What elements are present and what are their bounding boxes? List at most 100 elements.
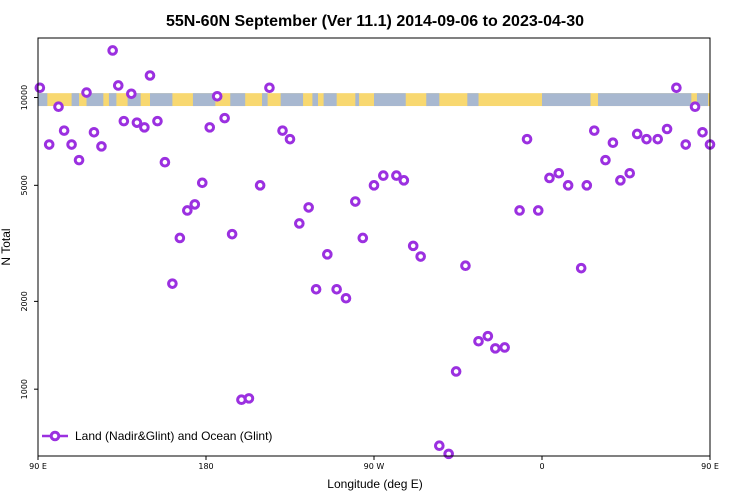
data-point bbox=[482, 330, 494, 342]
plot-frame bbox=[37, 37, 711, 457]
data-point bbox=[226, 228, 238, 240]
land-segment bbox=[542, 93, 591, 107]
data-point bbox=[294, 218, 305, 229]
data-point bbox=[581, 180, 593, 191]
data-point bbox=[139, 122, 150, 133]
data-point bbox=[378, 170, 389, 181]
land-segment bbox=[323, 93, 337, 107]
data-point bbox=[415, 251, 426, 262]
data-point bbox=[553, 167, 565, 179]
data-point bbox=[219, 112, 230, 124]
data-point bbox=[443, 448, 454, 460]
data-point bbox=[391, 170, 402, 181]
data-point bbox=[159, 156, 171, 168]
data-point bbox=[107, 45, 118, 56]
land-segment bbox=[426, 93, 440, 107]
data-point bbox=[58, 125, 70, 136]
data-point bbox=[689, 101, 701, 113]
data-point bbox=[53, 101, 64, 113]
data-point bbox=[322, 249, 333, 260]
land-segment bbox=[192, 93, 216, 107]
legend: Land (Nadir&Glint) and Ocean (Glint) bbox=[42, 429, 272, 443]
y-tick-label: 10000 bbox=[20, 85, 29, 110]
data-point bbox=[112, 80, 124, 91]
data-point bbox=[473, 335, 484, 347]
data-point bbox=[340, 292, 352, 304]
y-tick-label: 5000 bbox=[20, 175, 29, 195]
data-point bbox=[615, 175, 626, 186]
y-axis-label: N Total bbox=[0, 228, 13, 265]
data-point bbox=[521, 133, 533, 145]
data-point bbox=[398, 175, 410, 186]
land-segment bbox=[262, 93, 268, 107]
land-segment bbox=[280, 93, 304, 107]
data-point bbox=[243, 393, 255, 404]
x-tick-label: 180 bbox=[198, 462, 213, 471]
data-point bbox=[167, 278, 178, 289]
data-point bbox=[277, 125, 288, 136]
land-segment bbox=[108, 93, 117, 107]
y-axis-ticks: 1000 2000 5000 10000 bbox=[20, 85, 38, 399]
data-point bbox=[126, 88, 137, 100]
land-segment bbox=[230, 93, 246, 107]
data-point bbox=[544, 172, 555, 184]
data-point bbox=[310, 284, 322, 295]
data-point bbox=[490, 343, 501, 354]
data-point bbox=[697, 126, 708, 138]
land-ocean-bar bbox=[38, 93, 710, 107]
data-point bbox=[575, 262, 587, 274]
data-point bbox=[624, 167, 636, 179]
data-point bbox=[211, 90, 223, 102]
land-segment bbox=[312, 93, 318, 107]
data-point bbox=[680, 139, 692, 150]
data-point bbox=[174, 232, 186, 244]
data-point bbox=[331, 284, 342, 295]
data-point bbox=[88, 126, 100, 138]
data-point bbox=[641, 133, 652, 145]
data-point bbox=[514, 205, 525, 216]
data-point bbox=[350, 196, 361, 207]
x-tick-label: 90 E bbox=[701, 462, 719, 471]
y-tick-label: 1000 bbox=[20, 379, 29, 399]
x-tick-label: 90 W bbox=[364, 462, 385, 471]
data-point bbox=[66, 139, 77, 150]
data-point bbox=[254, 180, 266, 191]
data-point bbox=[96, 141, 107, 152]
data-point bbox=[118, 115, 130, 127]
land-segment bbox=[467, 93, 479, 107]
data-point bbox=[631, 128, 643, 140]
data-point bbox=[196, 177, 208, 189]
data-point bbox=[450, 366, 462, 377]
data-point bbox=[264, 82, 275, 94]
data-point bbox=[81, 87, 92, 98]
land-segment bbox=[374, 93, 406, 107]
data-point bbox=[182, 205, 193, 216]
data-point bbox=[43, 139, 55, 150]
land-segment bbox=[71, 93, 80, 107]
land-segment bbox=[38, 93, 48, 107]
x-tick-label: 90 E bbox=[29, 462, 47, 471]
legend-label: Land (Nadir&Glint) and Ocean (Glint) bbox=[75, 429, 272, 443]
land-segment bbox=[696, 93, 709, 107]
data-point bbox=[34, 82, 46, 94]
land-segment bbox=[150, 93, 173, 107]
data-point bbox=[562, 180, 574, 191]
data-point bbox=[652, 133, 664, 145]
data-point bbox=[532, 205, 544, 216]
data-point bbox=[152, 115, 163, 127]
data-point bbox=[357, 232, 369, 244]
land-segment bbox=[86, 93, 104, 107]
x-axis-label: Longitude (deg E) bbox=[327, 477, 422, 491]
land-segment bbox=[598, 93, 692, 107]
y-tick-label: 2000 bbox=[20, 291, 29, 311]
data-point bbox=[131, 117, 143, 128]
data-point bbox=[434, 440, 445, 451]
data-point bbox=[407, 240, 419, 252]
data-point bbox=[499, 342, 510, 353]
data-point bbox=[588, 125, 600, 136]
data-point bbox=[73, 154, 85, 166]
data-point bbox=[460, 260, 471, 272]
data-point bbox=[284, 133, 296, 145]
data-point bbox=[144, 70, 156, 81]
